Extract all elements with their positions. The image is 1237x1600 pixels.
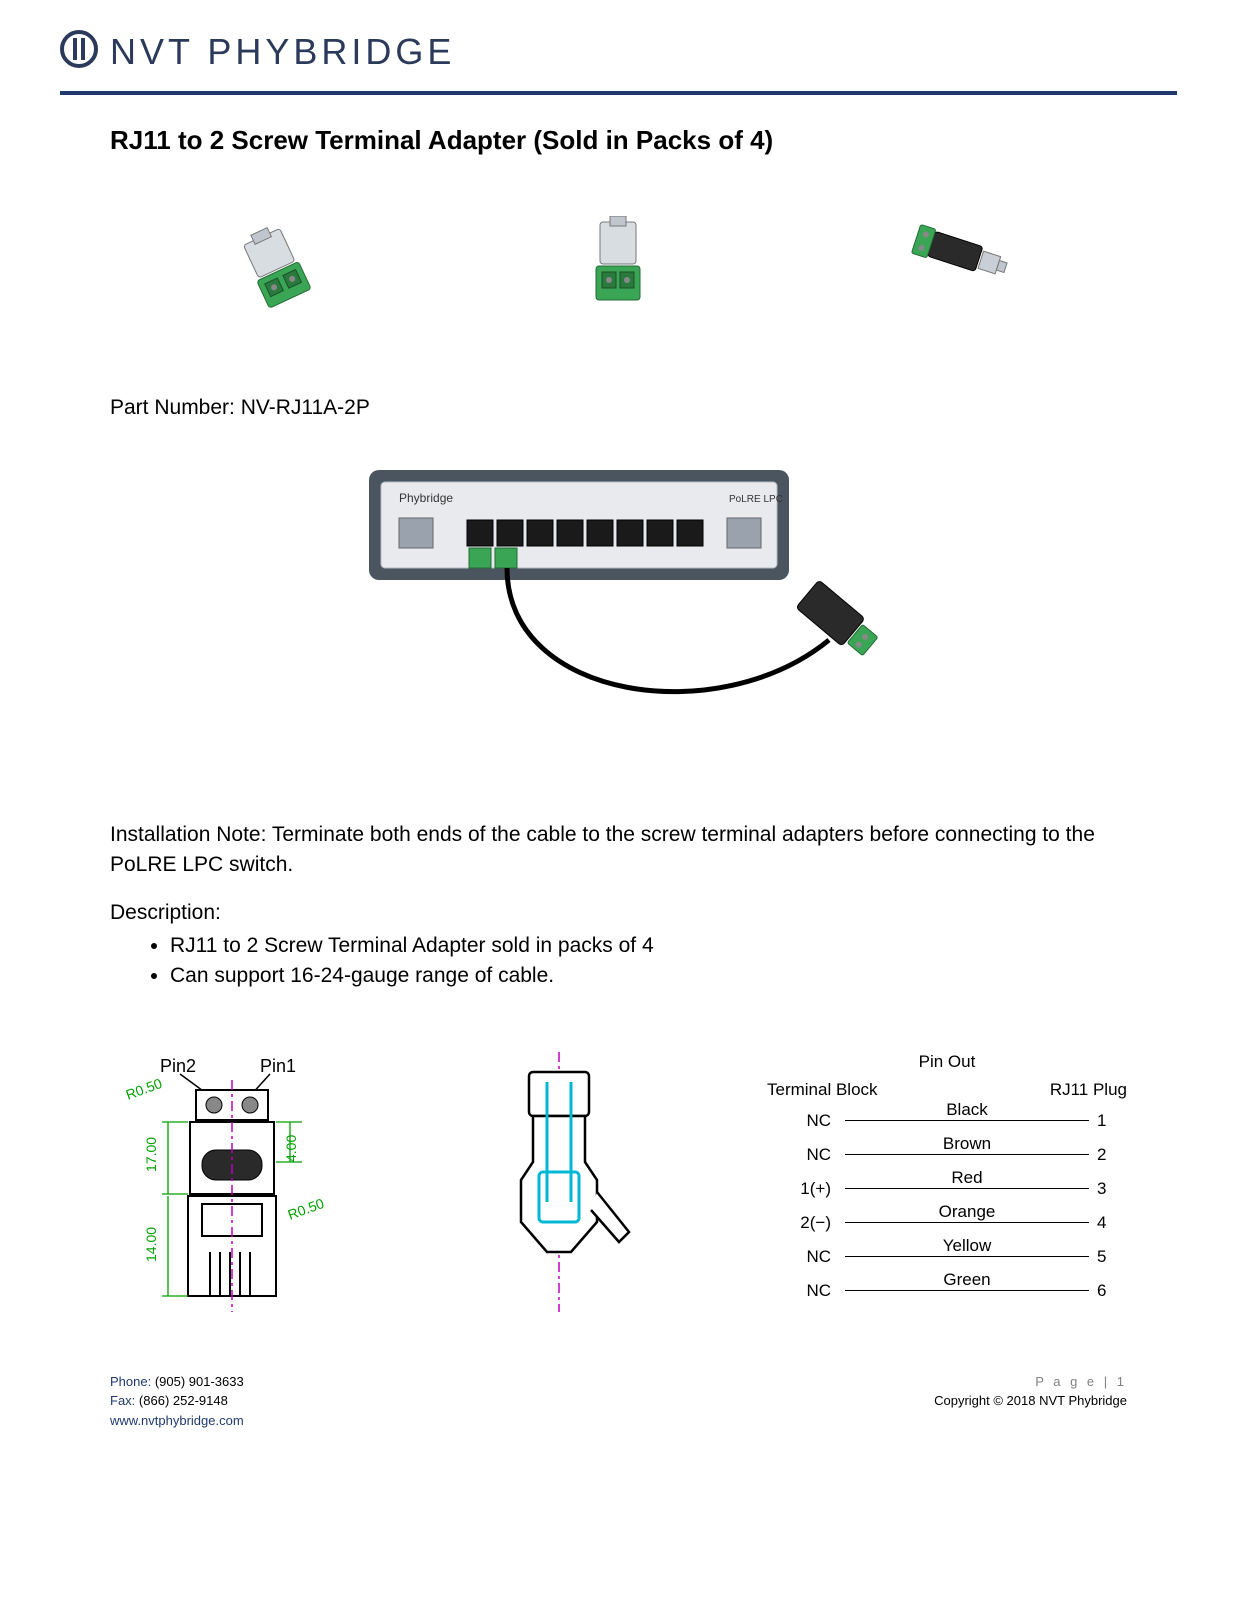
svg-text:Pin1: Pin1	[260, 1056, 296, 1076]
svg-text:4.00: 4.00	[283, 1134, 299, 1161]
content: RJ11 to 2 Screw Terminal Adapter (Sold i…	[60, 125, 1177, 1332]
switch-illustration: Phybridge PoLRE LPC	[110, 440, 1127, 760]
pinout-row: NC Yellow 5	[767, 1240, 1127, 1274]
part-number: Part Number: NV-RJ11A-2P	[110, 396, 1127, 420]
mechanical-diagram-side	[469, 1052, 669, 1312]
copyright: Copyright © 2018 NVT Phybridge	[934, 1391, 1127, 1411]
page-title: RJ11 to 2 Screw Terminal Adapter (Sold i…	[110, 125, 1127, 156]
description-bullet: Can support 16-24-gauge range of cable.	[170, 961, 1127, 991]
pinout-row: NC Brown 2	[767, 1138, 1127, 1172]
pinout-row: NC Black 1	[767, 1104, 1127, 1138]
installation-note: Installation Note: Terminate both ends o…	[110, 820, 1127, 881]
svg-text:17.00: 17.00	[143, 1137, 159, 1172]
brand-name: NVT PHYBRIDGE	[110, 31, 455, 73]
diagrams-row: Pin2 Pin1	[110, 1052, 1127, 1332]
adapter-views-row	[110, 216, 1127, 326]
page-footer: Phone: (905) 901-3633 Fax: (866) 252-914…	[60, 1372, 1177, 1431]
svg-text:Pin2: Pin2	[160, 1056, 196, 1076]
header-divider	[60, 91, 1177, 95]
description-bullet: RJ11 to 2 Screw Terminal Adapter sold in…	[170, 931, 1127, 961]
footer-contact: Phone: (905) 901-3633 Fax: (866) 252-914…	[110, 1372, 244, 1431]
pinout-title: Pin Out	[767, 1052, 1127, 1072]
pinout-headers: Terminal Block RJ11 Plug	[767, 1080, 1127, 1100]
page-number: P a g e | 1	[934, 1372, 1127, 1392]
footer-url-link[interactable]: www.nvtphybridge.com	[110, 1413, 244, 1428]
description-list: RJ11 to 2 Screw Terminal Adapter sold in…	[110, 931, 1127, 992]
svg-text:R0.50: R0.50	[124, 1075, 165, 1103]
brand-header: NVT PHYBRIDGE	[60, 30, 1177, 73]
pinout-right-header: RJ11 Plug	[1050, 1080, 1127, 1100]
adapter-front-view	[568, 216, 668, 326]
pinout-row: NC Green 6	[767, 1274, 1127, 1308]
page: NVT PHYBRIDGE RJ11 to 2 Screw Terminal A…	[0, 0, 1237, 1450]
pinout-row: 1(+) Red 3	[767, 1172, 1127, 1206]
switch-model-label: PoLRE LPC	[729, 494, 783, 505]
adapter-angle-view	[223, 221, 343, 321]
description-label: Description:	[110, 901, 1127, 925]
pinout-left-header: Terminal Block	[767, 1080, 878, 1100]
pinout-table: Pin Out Terminal Block RJ11 Plug NC Blac…	[767, 1052, 1127, 1308]
svg-text:14.00: 14.00	[143, 1227, 159, 1262]
pinout-row: 2(−) Orange 4	[767, 1206, 1127, 1240]
switch-brand-label: Phybridge	[399, 491, 453, 505]
footer-meta: P a g e | 1 Copyright © 2018 NVT Phybrid…	[934, 1372, 1127, 1431]
logo-icon	[60, 30, 98, 73]
mechanical-diagram-top: Pin2 Pin1	[110, 1052, 370, 1332]
adapter-side-view	[894, 221, 1014, 321]
svg-text:R0.50: R0.50	[286, 1195, 327, 1223]
